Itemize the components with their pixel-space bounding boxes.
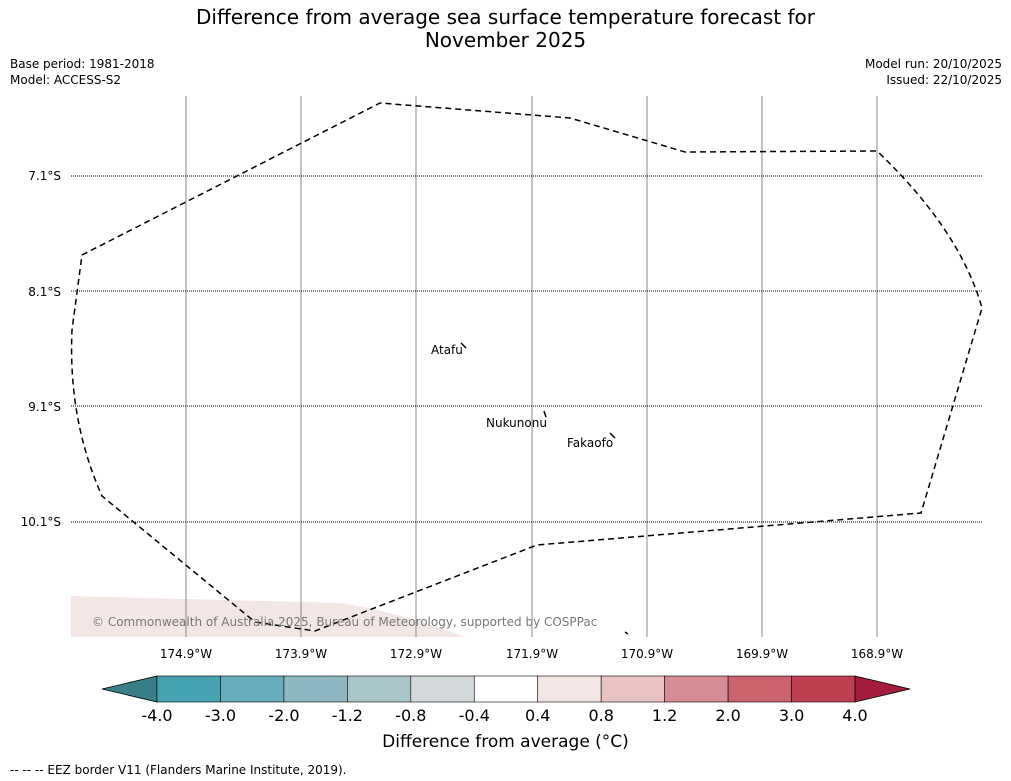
colorbar-segment [156, 675, 221, 703]
colorbar-tick-label: 3.0 [779, 706, 804, 725]
lon-label: 173.9°W [275, 647, 327, 661]
lat-label: 7.1°S [28, 169, 61, 183]
place-label-atafu: Atafu [431, 343, 463, 357]
model-run: Model run: 20/10/2025 [864, 57, 1002, 71]
base-period: Base period: 1981-2018 [10, 57, 155, 71]
lon-label: 174.9°W [160, 647, 212, 661]
colorbar-segment [791, 675, 856, 703]
colorbar-tick-label: -3.0 [205, 706, 236, 725]
colorbar-segment [727, 675, 792, 703]
island-swains [624, 631, 629, 635]
lon-label: 168.9°W [851, 647, 903, 661]
colorbar-tick-label: -4.0 [141, 706, 172, 725]
colorbar-tick-label: 4.0 [842, 706, 867, 725]
colorbar-tick-label: -2.0 [268, 706, 299, 725]
colorbar-segment [600, 675, 665, 703]
model-name: Model: ACCESS-S2 [10, 73, 122, 87]
colorbar-tick-label: -0.8 [395, 706, 426, 725]
colorbar-tick-label: 0.4 [525, 706, 550, 725]
colorbar-segment [220, 675, 285, 703]
lat-label: 10.1°S [21, 515, 61, 529]
atoll-nukunonu [543, 410, 547, 418]
colorbar-tick-label: 1.2 [652, 706, 677, 725]
colorbar-extend-low [101, 675, 158, 703]
anomaly-shading [71, 596, 465, 637]
colorbar-tick-label: -1.2 [332, 706, 363, 725]
colorbar-segment [664, 675, 729, 703]
colorbar-segment [347, 675, 412, 703]
issued-date: Issued: 22/10/2025 [886, 73, 1002, 87]
colorbar-tick-label: -0.4 [459, 706, 490, 725]
colorbar-segment [537, 675, 602, 703]
lat-label: 9.1°S [28, 400, 61, 414]
parallels [71, 175, 982, 523]
title-line-2: November 2025 [424, 28, 587, 52]
colorbar-segment [473, 675, 539, 703]
place-label-fakaofo: Fakaofo [567, 436, 613, 450]
lon-label: 172.9°W [390, 647, 442, 661]
title-line-1: Difference from average sea surface temp… [195, 5, 815, 29]
map-title: Difference from average sea surface temp… [0, 6, 1011, 52]
lon-label: 170.9°W [621, 647, 673, 661]
colorbar-extend-high [854, 675, 911, 703]
meridians [185, 96, 878, 637]
place-label-nukunonu: Nukunonu [486, 416, 547, 430]
meta-right: Model run: 20/10/2025 Issued: 22/10/2025 [865, 56, 1002, 88]
eez-legend-note: -- -- -- EEZ border V11 (Flanders Marine… [10, 763, 347, 777]
eez-border [70, 102, 983, 632]
lon-label: 169.9°W [736, 647, 788, 661]
colorbar-tick-label: 2.0 [715, 706, 740, 725]
colorbar-title: Difference from average (°C) [382, 732, 629, 752]
colorbar-segment [283, 675, 348, 703]
colorbar-tick-label: 0.8 [588, 706, 613, 725]
atoll-atafu [460, 342, 467, 349]
lon-label: 171.9°W [506, 647, 558, 661]
lat-label: 8.1°S [28, 285, 61, 299]
copyright-notice: © Commonwealth of Australia 2025, Bureau… [92, 615, 597, 629]
colorbar-segment [410, 675, 475, 703]
colorbar: -4.0 -3.0 -2.0 -1.2 -0.8 -0.4 0.4 0.8 1.2 2.0 3.0 4… [101, 675, 911, 725]
meta-left: Base period: 1981-2018 Model: ACCESS-S2 [10, 56, 155, 88]
atoll-fakaofo [609, 432, 616, 439]
